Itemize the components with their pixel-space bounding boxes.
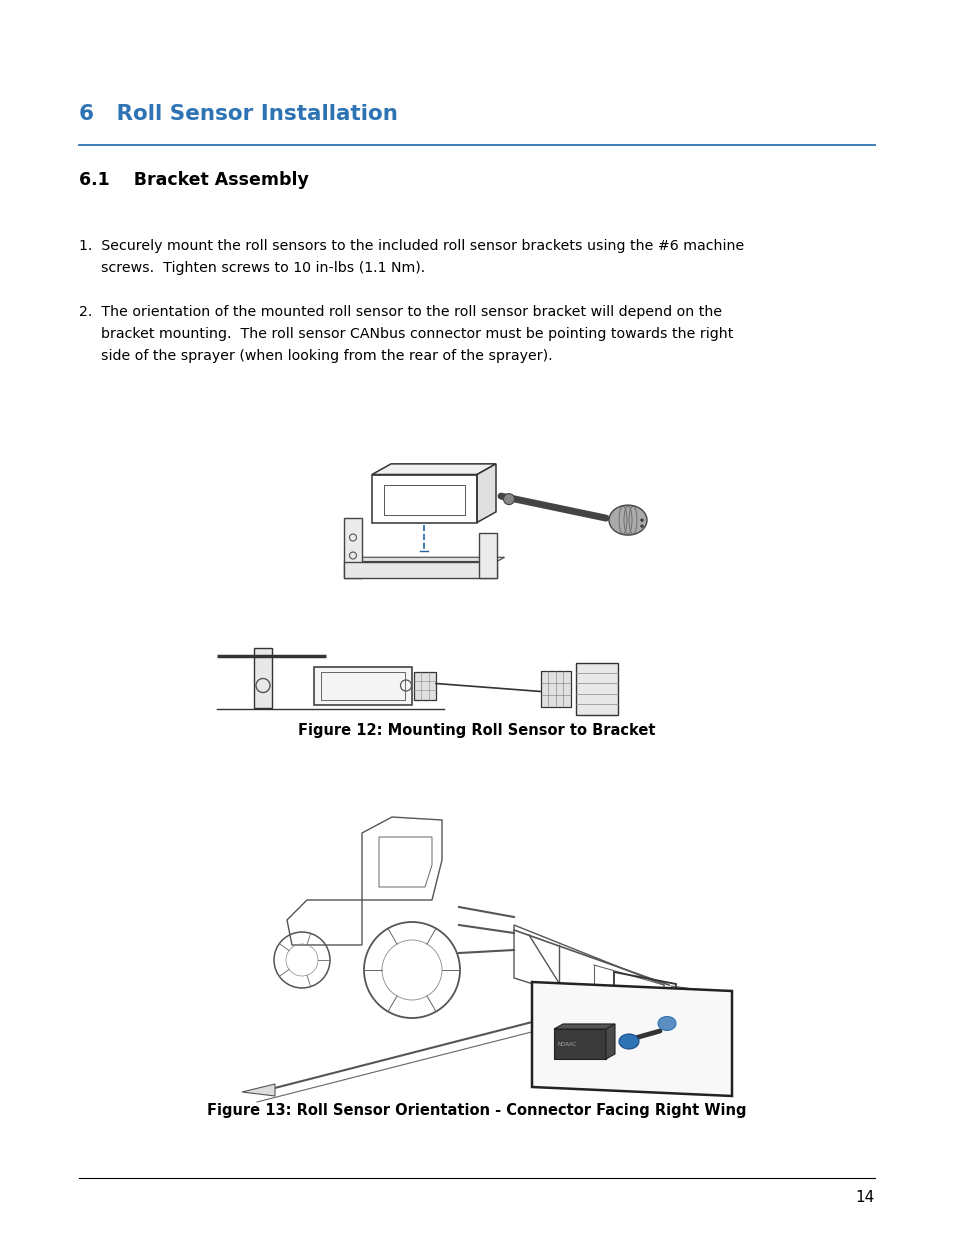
Bar xyxy=(576,662,618,715)
Bar xyxy=(384,484,464,515)
Text: Figure 12: Mounting Roll Sensor to Bracket: Figure 12: Mounting Roll Sensor to Brack… xyxy=(298,722,655,739)
Text: 6.1    Bracket Assembly: 6.1 Bracket Assembly xyxy=(79,170,309,189)
Ellipse shape xyxy=(658,1016,676,1030)
Text: 14: 14 xyxy=(855,1191,874,1205)
Text: 2.  The orientation of the mounted roll sensor to the roll sensor bracket will d: 2. The orientation of the mounted roll s… xyxy=(79,305,721,319)
Circle shape xyxy=(640,519,642,521)
Bar xyxy=(320,672,405,699)
Bar xyxy=(253,647,272,708)
Text: 1.  Securely mount the roll sensors to the included roll sensor brackets using t: 1. Securely mount the roll sensors to th… xyxy=(79,240,743,253)
Bar xyxy=(344,562,497,578)
Bar xyxy=(314,667,412,704)
Circle shape xyxy=(640,519,642,521)
Bar xyxy=(344,517,361,578)
Circle shape xyxy=(640,525,642,527)
Bar xyxy=(414,672,436,699)
Ellipse shape xyxy=(618,1034,639,1049)
Text: side of the sprayer (when looking from the rear of the sprayer).: side of the sprayer (when looking from t… xyxy=(101,350,552,363)
Text: bracket mounting.  The roll sensor CANbus connector must be pointing towards the: bracket mounting. The roll sensor CANbus… xyxy=(101,327,733,341)
Polygon shape xyxy=(476,464,496,522)
Circle shape xyxy=(503,494,514,505)
Polygon shape xyxy=(372,464,496,474)
Bar xyxy=(540,671,571,706)
Polygon shape xyxy=(554,1029,605,1058)
Ellipse shape xyxy=(608,505,646,535)
Polygon shape xyxy=(344,557,504,562)
Polygon shape xyxy=(554,1024,615,1029)
Circle shape xyxy=(640,525,642,527)
Bar xyxy=(478,532,497,578)
Text: Figure 13: Roll Sensor Orientation - Connector Facing Right Wing: Figure 13: Roll Sensor Orientation - Con… xyxy=(207,1103,746,1118)
Polygon shape xyxy=(242,1084,274,1095)
Circle shape xyxy=(640,525,642,527)
Polygon shape xyxy=(605,1024,615,1058)
Text: screws.  Tighten screws to 10 in-lbs (1.1 Nm).: screws. Tighten screws to 10 in-lbs (1.1… xyxy=(101,261,425,275)
Text: NORAC: NORAC xyxy=(558,1042,577,1047)
Circle shape xyxy=(640,519,642,521)
Polygon shape xyxy=(532,982,731,1095)
Text: 6   Roll Sensor Installation: 6 Roll Sensor Installation xyxy=(79,104,397,124)
